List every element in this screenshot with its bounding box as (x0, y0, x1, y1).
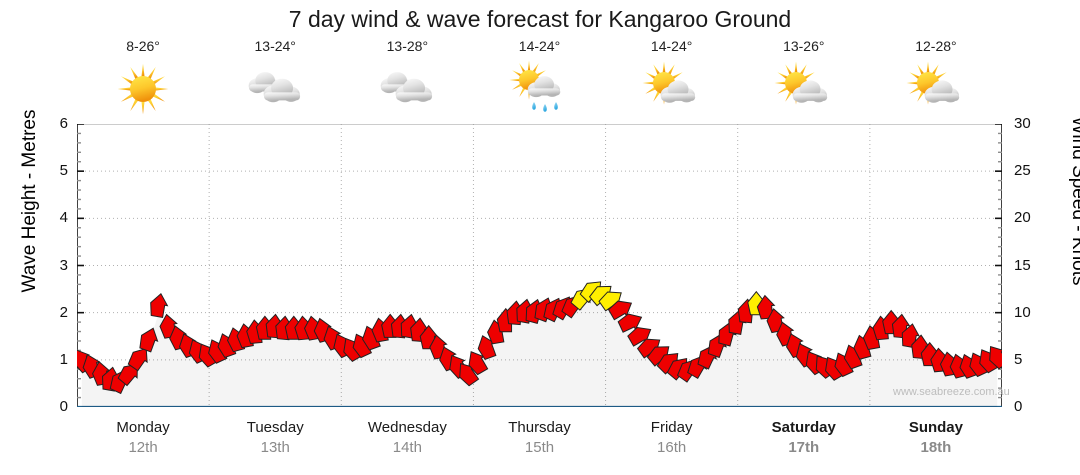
x-label-wednesday: Wednesday 14th (341, 418, 473, 464)
temperature-range-thursday: 14-24° (518, 38, 561, 54)
right-tick-label: 0 (1014, 398, 1023, 415)
sun-cloud-icon (870, 60, 1002, 118)
day-date: 14th (392, 439, 422, 456)
left-tick-label: 1 (59, 350, 68, 368)
left-tick-label: 3 (59, 256, 68, 274)
day-header-sunday: 12-28° (870, 38, 1002, 118)
left-tick-label: 5 (59, 162, 68, 180)
right-tick-label: 25 (1014, 162, 1031, 180)
x-label-friday: Friday 16th (606, 418, 738, 464)
temperature-range-monday: 8-26° (126, 38, 160, 54)
day-name: Wednesday (367, 419, 447, 436)
right-tick-label: 15 (1014, 256, 1031, 274)
watermark: www.seabreeze.com.au (893, 386, 1010, 398)
day-date: 18th (920, 439, 952, 456)
day-name: Saturday (771, 419, 836, 436)
left-tick-label: 2 (59, 303, 68, 321)
sun-cloud-rain-icon (473, 60, 605, 118)
day-header-wednesday: 13-28° (341, 38, 473, 118)
temperature-range-wednesday: 13-28° (386, 38, 429, 54)
day-date: 17th (788, 439, 820, 456)
temperature-range-tuesday: 13-24° (254, 38, 296, 54)
day-date: 13th (260, 439, 290, 456)
day-name: Sunday (908, 419, 963, 436)
left-tick-label: 6 (59, 115, 68, 132)
day-header-monday: 8-26° (77, 38, 209, 118)
sun-cloud-icon (606, 60, 738, 118)
page-title: 7 day wind & wave forecast for Kangaroo … (288, 6, 792, 32)
temperature-range-saturday: 13-26° (783, 38, 825, 54)
day-date: 15th (524, 439, 555, 456)
day-name: Tuesday (246, 419, 304, 436)
left-tick-label: 4 (59, 209, 68, 227)
day-header-tuesday: 13-24° (209, 38, 341, 118)
day-name: Thursday (508, 419, 571, 436)
cloudy-icon (341, 60, 473, 118)
day-date: 16th (657, 439, 687, 456)
right-tick-label: 30 (1014, 115, 1031, 132)
sun-icon (77, 60, 209, 118)
day-name: Friday (650, 419, 693, 436)
x-label-tuesday: Tuesday 13th (209, 418, 341, 464)
wind-arrow-canvas (77, 124, 1002, 407)
left-axis-title: Wave Height - Metres (19, 109, 40, 293)
x-label-monday: Monday 12th (77, 418, 209, 464)
day-header-friday: 14-24° (606, 38, 738, 118)
right-tick-label: 20 (1014, 209, 1031, 227)
x-label-thursday: Thursday 15th (473, 418, 605, 464)
right-tick-label: 5 (1014, 350, 1023, 368)
day-date: 12th (128, 439, 158, 456)
plot-area (77, 124, 1002, 407)
right-tick-label: 10 (1014, 303, 1031, 321)
temperature-range-friday: 14-24° (650, 38, 693, 54)
temperature-range-sunday: 12-28° (915, 38, 957, 54)
day-header-thursday: 14-24° (473, 38, 605, 118)
x-label-saturday: Saturday 17th (738, 418, 870, 464)
day-name: Monday (116, 419, 170, 436)
x-label-sunday: Sunday 18th (870, 418, 1002, 464)
right-axis-title: Wind Speed - Knots (1068, 116, 1080, 286)
left-tick-label: 0 (59, 398, 68, 415)
day-header-saturday: 13-26° (738, 38, 870, 118)
cloudy-icon (209, 60, 341, 118)
sun-cloud-icon (738, 60, 870, 118)
